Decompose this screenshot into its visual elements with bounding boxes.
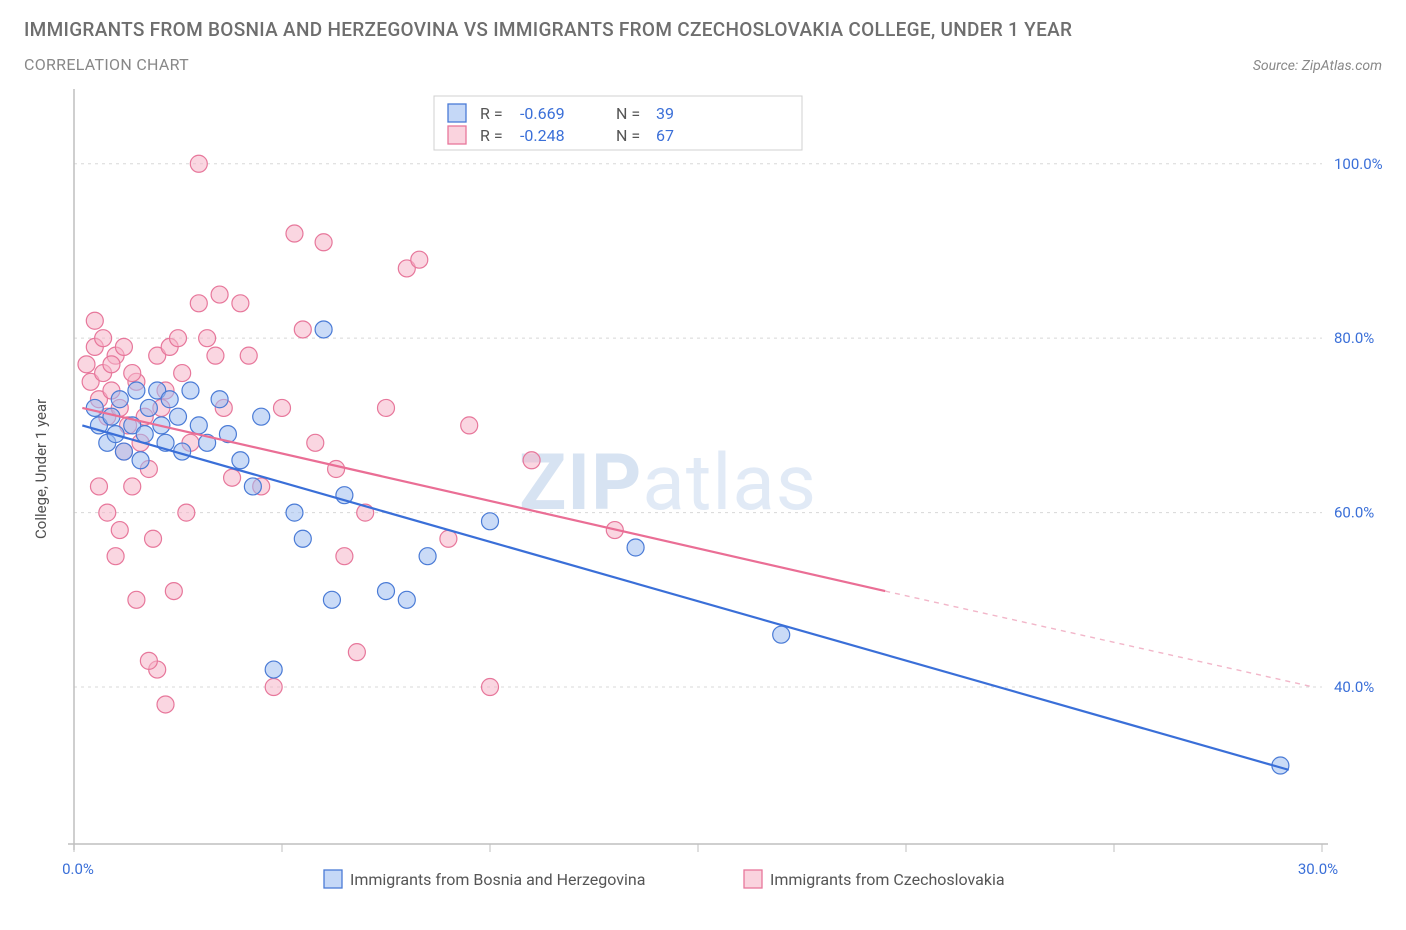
svg-text:80.0%: 80.0% [1334,329,1374,347]
chart-subtitle: CORRELATION CHART [24,55,189,74]
scatter-point [348,644,365,661]
scatter-point [86,399,103,416]
scatter-point [128,591,145,608]
legend-n-label-pink: N = [616,126,640,145]
legend-n-value-pink: 67 [656,126,674,145]
scatter-point [328,461,345,478]
scatter-point [286,504,303,521]
legend-swatch-pink [448,126,466,144]
scatter-point [136,426,153,443]
scatter-point [161,391,178,408]
y-axis-title: College, Under 1 year [32,399,50,539]
scatter-point [107,548,124,565]
scatter-point [190,295,207,312]
scatter-point [115,443,132,460]
scatter-point [170,330,187,347]
scatter-point [190,417,207,434]
scatter-point [315,321,332,338]
bottom-legend-label-blue: Immigrants from Bosnia and Herzegovina [350,870,645,889]
legend-swatch-blue [448,104,466,122]
scatter-point [398,591,415,608]
scatter-point [440,530,457,547]
scatter-point [170,408,187,425]
scatter-point [265,661,282,678]
svg-text:ZIPatlas: ZIPatlas [519,438,817,529]
scatter-point [128,382,145,399]
scatter-point [211,286,228,303]
legend-r-label-pink: R = [480,126,503,145]
scatter-point [224,469,241,486]
scatter-point [232,452,249,469]
scatter-point [90,478,107,495]
scatter-point [627,539,644,556]
legend-r-label-blue: R = [480,104,503,123]
scatter-point [294,321,311,338]
scatter-point [378,399,395,416]
legend-n-value-blue: 39 [656,104,674,123]
scatter-point [99,504,116,521]
scatter-point [336,548,353,565]
scatter-point [232,295,249,312]
svg-text:40.0%: 40.0% [1334,678,1374,696]
scatter-point [199,330,216,347]
legend-n-label-blue: N = [616,104,640,123]
scatter-point [95,330,112,347]
svg-text:60.0%: 60.0% [1334,504,1374,522]
bottom-legend-label-pink: Immigrants from Czechoslovakia [770,870,1005,889]
correlation-chart: ZIPatlas 0.0% 30.0% 40.0% 60.0% 80.0% 100.0% Co… [24,84,1382,904]
scatter-point [115,338,132,355]
scatter-point [211,391,228,408]
scatter-point [182,382,199,399]
scatter-point [124,478,141,495]
scatter-point [178,504,195,521]
scatter-point [86,312,103,329]
scatter-point [286,225,303,242]
scatter-point [482,679,499,696]
scatter-point [323,591,340,608]
scatter-point [244,478,261,495]
chart-title: IMMIGRANTS FROM BOSNIA AND HERZEGOVINA V… [24,18,1382,41]
scatter-point [240,347,257,364]
scatter-point [419,548,436,565]
scatter-point [482,513,499,530]
source-label: Source: ZipAtlas.com [1253,58,1382,74]
scatter-point [190,155,207,172]
scatter-point [773,626,790,643]
scatter-point [111,391,128,408]
bottom-legend-swatch-blue [324,870,342,888]
scatter-point [253,408,270,425]
scatter-point [274,399,291,416]
scatter-point [165,583,182,600]
scatter-point [140,652,157,669]
svg-text:100.0%: 100.0% [1334,155,1382,173]
scatter-point [378,583,395,600]
svg-text:0.0%: 0.0% [62,860,94,878]
scatter-point [307,434,324,451]
scatter-point [265,679,282,696]
svg-text:30.0%: 30.0% [1298,860,1338,878]
legend-r-value-blue: -0.669 [520,104,565,123]
scatter-point [315,234,332,251]
scatter-point [157,696,174,713]
scatter-point [103,356,120,373]
scatter-point [111,522,128,539]
legend-r-value-pink: -0.248 [520,126,565,145]
scatter-point [124,365,141,382]
scatter-point [174,365,191,382]
bottom-legend-swatch-pink [744,870,762,888]
scatter-point [140,399,157,416]
scatter-point [78,356,95,373]
scatter-point [411,251,428,268]
scatter-point [207,347,224,364]
scatter-point [523,452,540,469]
scatter-point [461,417,478,434]
scatter-point [145,530,162,547]
scatter-point [132,452,149,469]
scatter-point [294,530,311,547]
